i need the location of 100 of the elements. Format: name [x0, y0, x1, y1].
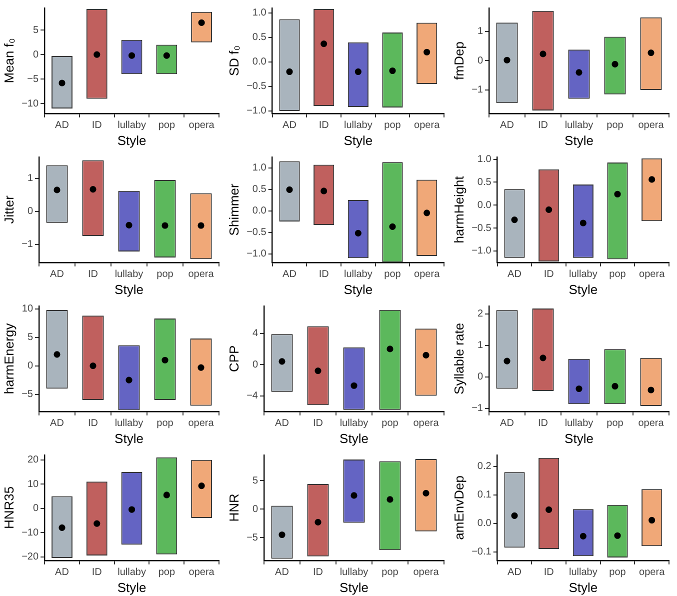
x-tick-label: lullaby [340, 418, 368, 430]
point [58, 80, 66, 86]
x-tick-label: pop [158, 120, 176, 132]
y-tick-label: 0.0 [477, 200, 492, 211]
x-tick-label: lullaby [344, 120, 372, 132]
point [511, 512, 518, 519]
point [278, 531, 286, 538]
y-tick-label: −1 [22, 239, 34, 250]
point [614, 190, 621, 198]
point [576, 385, 582, 392]
x-tick-label: AD [275, 418, 289, 430]
x-tick-label: pop [382, 567, 399, 578]
x-tick-label: AD [500, 120, 514, 132]
y-axis-title: Shimmer [226, 183, 242, 236]
point [126, 376, 132, 384]
y-tick-label: 10 [22, 304, 34, 315]
y-tick-label: 0 [477, 55, 484, 66]
point [198, 19, 205, 26]
point [546, 506, 552, 513]
x-tick-label: pop [606, 418, 624, 430]
x-tick-label: ID [544, 269, 554, 280]
y-tick-label: 20 [27, 454, 39, 466]
x-tick-label: AD [275, 567, 289, 578]
x-tick-label: opera [413, 567, 440, 578]
x-tick-label: ID [92, 567, 102, 578]
point [580, 220, 586, 226]
point [612, 60, 618, 68]
point [163, 52, 170, 59]
x-tick-label: opera [638, 120, 664, 132]
point [54, 186, 60, 194]
point [314, 368, 322, 374]
point [320, 188, 328, 194]
y-tick-label: −0.5 [246, 227, 267, 238]
point [511, 216, 518, 224]
point [389, 223, 396, 230]
x-tick-label: opera [188, 567, 215, 578]
point [504, 358, 510, 364]
y-tick-label: −0.1 [472, 546, 492, 558]
point [128, 52, 136, 59]
point [350, 382, 358, 389]
point [614, 532, 621, 539]
x-tick-label: ID [92, 120, 102, 132]
y-axis-title: harmEnergy [1, 322, 16, 394]
point [278, 358, 286, 365]
x-tick-label: ID [88, 269, 98, 280]
y-tick-label: −1.0 [246, 106, 267, 117]
point [422, 352, 430, 358]
y-tick-label: 0 [252, 504, 258, 515]
y-tick-label: −0.5 [246, 81, 267, 92]
x-axis-title: Style [114, 282, 144, 297]
x-tick-label: AD [500, 418, 514, 430]
y-tick-label: −20 [22, 552, 39, 563]
point [422, 490, 430, 496]
x-tick-label: ID [318, 269, 329, 280]
x-tick-label: opera [413, 418, 440, 430]
point [128, 506, 136, 513]
point [350, 492, 358, 499]
y-tick-label: 0.2 [477, 461, 492, 472]
point [314, 518, 322, 526]
x-axis-title: Style [344, 132, 373, 148]
y-tick-label: −5 [246, 532, 258, 544]
x-tick-label: opera [188, 269, 214, 280]
point [286, 68, 293, 76]
point [90, 186, 96, 193]
x-tick-label: lullaby [568, 269, 598, 280]
point [320, 40, 328, 48]
y-axis-title: harmHeight [451, 176, 466, 244]
x-tick-label: ID [538, 418, 548, 430]
y-axis-title: Jitter [1, 194, 16, 224]
x-axis-title: Style [564, 132, 594, 148]
x-tick-label: AD [282, 120, 296, 132]
x-tick-label: lullaby [340, 567, 368, 578]
point [94, 51, 100, 58]
point [648, 176, 656, 183]
y-tick-label: 1.0 [252, 162, 267, 174]
y-tick-label: −10 [22, 527, 39, 538]
y-tick-label: 5 [252, 475, 258, 486]
y-tick-label: 5 [27, 332, 34, 344]
x-tick-label: pop [609, 269, 626, 280]
point [386, 496, 394, 503]
y-tick-label: −10 [22, 98, 39, 110]
x-tick-label: pop [382, 418, 399, 430]
y-tick-label: 0 [477, 372, 484, 383]
x-tick-label: lullaby [564, 418, 594, 430]
y-tick-label: −5 [27, 74, 39, 85]
point [162, 222, 168, 229]
y-tick-label: 5 [33, 24, 39, 36]
x-tick-label: pop [384, 269, 402, 280]
x-tick-label: lullaby [564, 120, 594, 132]
x-tick-label: opera [638, 418, 664, 430]
x-tick-label: pop [158, 567, 176, 578]
x-tick-label: AD [55, 567, 69, 578]
x-axis-title: Style [568, 282, 598, 297]
x-tick-label: ID [313, 418, 323, 430]
y-tick-label: 1 [27, 173, 34, 184]
x-axis-title: Style [564, 430, 594, 446]
x-axis-title: Style [117, 580, 146, 595]
x-axis-title: Style [340, 580, 368, 595]
y-tick-label: 1 [477, 340, 484, 352]
y-axis-title: SD f₀ [226, 45, 242, 76]
